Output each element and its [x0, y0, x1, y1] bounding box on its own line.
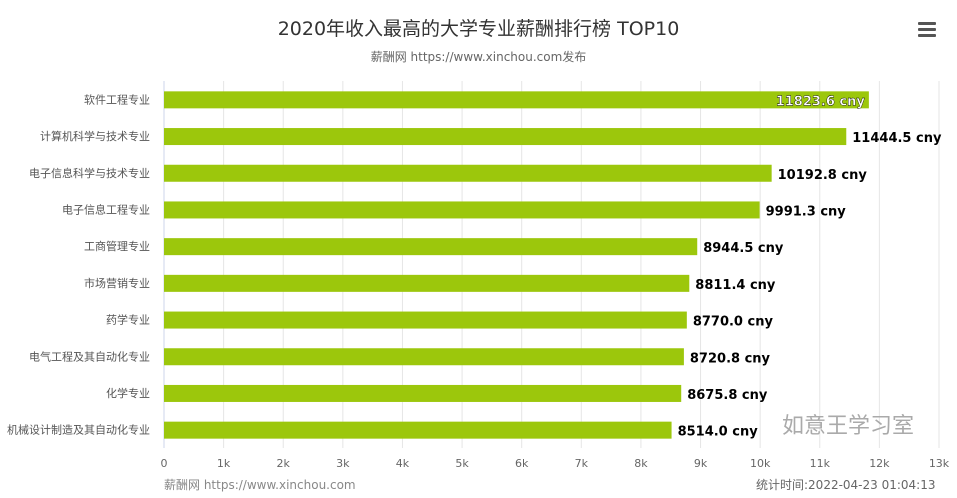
x-tick-label: 11k [810, 457, 831, 470]
data-label: 8514.0 cny [678, 425, 759, 440]
data-label: 11823.6 cny [776, 94, 866, 109]
y-category-label: 机械设计制造及其自动化专业 [7, 423, 150, 437]
footer-timestamp: 统计时间:2022-04-23 01:04:13 [756, 478, 936, 492]
x-tick-label: 13k [929, 457, 950, 470]
y-category-label: 电子信息工程专业 [62, 202, 150, 216]
y-category-label: 计算机科学与技术专业 [40, 129, 150, 143]
y-category-label: 电气工程及其自动化专业 [29, 349, 150, 363]
data-label: 8944.5 cny [703, 241, 784, 256]
x-tick-label: 10k [750, 457, 771, 470]
y-category-label: 市场营销专业 [84, 276, 150, 290]
x-tick-label: 9k [694, 457, 708, 470]
bar [164, 91, 869, 109]
x-tick-label: 0 [161, 457, 168, 470]
y-category-label: 工商管理专业 [84, 239, 150, 253]
chart-subtitle: 薪酬网 https://www.xinchou.com发布 [370, 50, 587, 64]
x-tick-label: 3k [336, 457, 350, 470]
x-tick-label: 6k [515, 457, 529, 470]
bar [164, 311, 687, 329]
watermark: 薪酬网 https://www.xinchou.com [164, 478, 356, 492]
x-tick-label: 2k [277, 457, 291, 470]
bar [164, 421, 672, 439]
y-category-label: 化学专业 [106, 386, 150, 400]
x-tick-label: 12k [869, 457, 890, 470]
x-tick-label: 8k [634, 457, 648, 470]
data-label: 8770.0 cny [693, 315, 774, 330]
x-tick-label: 5k [455, 457, 469, 470]
menu-icon[interactable] [918, 22, 936, 38]
bar [164, 238, 698, 256]
y-category-label: 药学专业 [106, 313, 150, 327]
bar [164, 348, 684, 366]
chart-title: 2020年收入最高的大学专业薪酬排行榜 TOP10 [277, 18, 680, 40]
bar [164, 128, 847, 146]
wechat-stamp: 如意王学习室 [782, 414, 915, 439]
x-tick-label: 4k [396, 457, 410, 470]
x-tick-label: 1k [217, 457, 231, 470]
y-category-label: 电子信息科学与技术专业 [29, 166, 150, 180]
data-label: 8811.4 cny [695, 278, 776, 293]
data-label: 10192.8 cny [778, 168, 868, 183]
bar [164, 384, 682, 402]
bar [164, 201, 760, 219]
data-label: 8720.8 cny [690, 351, 771, 366]
bar [164, 274, 690, 292]
data-label: 9991.3 cny [766, 204, 847, 219]
y-category-label: 软件工程专业 [84, 92, 150, 106]
x-tick-label: 7k [575, 457, 589, 470]
bar [164, 164, 772, 182]
data-label: 11444.5 cny [852, 131, 942, 146]
data-label: 8675.8 cny [687, 388, 768, 403]
